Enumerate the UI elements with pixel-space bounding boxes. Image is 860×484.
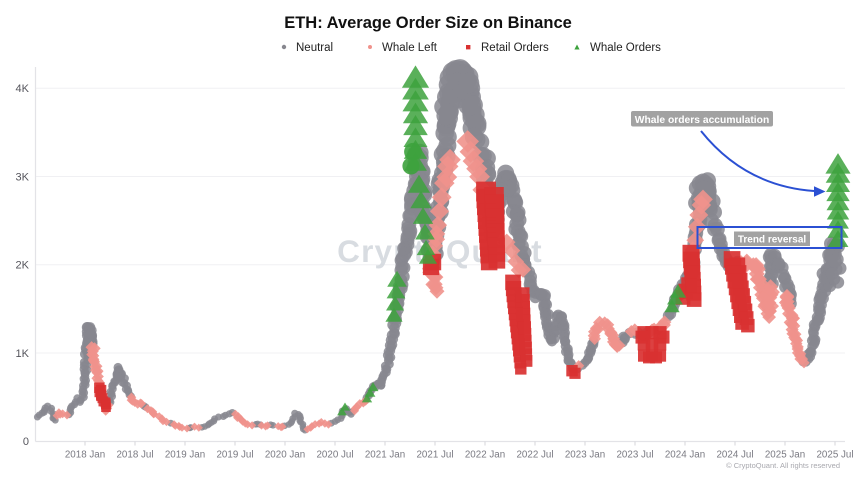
svg-text:Trend reversal: Trend reversal [738, 234, 807, 245]
svg-text:2020 Jul: 2020 Jul [316, 450, 353, 461]
svg-text:2025 Jan: 2025 Jan [765, 450, 805, 461]
svg-text:2K: 2K [16, 260, 30, 272]
svg-text:2018 Jul: 2018 Jul [116, 450, 153, 461]
svg-text:© CryptoQuant. All rights rese: © CryptoQuant. All rights reserved [726, 461, 840, 470]
svg-text:2022 Jan: 2022 Jan [465, 450, 505, 461]
svg-text:2019 Jul: 2019 Jul [216, 450, 253, 461]
svg-text:ETH: Average Order Size on Bin: ETH: Average Order Size on Binance [284, 14, 572, 32]
svg-text:2019 Jan: 2019 Jan [165, 450, 205, 461]
svg-text:2018 Jan: 2018 Jan [65, 450, 105, 461]
svg-text:1K: 1K [16, 348, 30, 360]
svg-text:Retail Orders: Retail Orders [481, 42, 549, 54]
svg-text:2022 Jul: 2022 Jul [516, 450, 553, 461]
svg-text:3K: 3K [16, 171, 30, 183]
svg-text:2025 Jul: 2025 Jul [816, 450, 853, 461]
svg-text:2024 Jan: 2024 Jan [665, 450, 705, 461]
svg-text:Neutral: Neutral [296, 42, 333, 54]
svg-text:2023 Jan: 2023 Jan [565, 450, 605, 461]
svg-text:2021 Jul: 2021 Jul [416, 450, 453, 461]
svg-text:Whale orders accumulation: Whale orders accumulation [635, 115, 769, 126]
svg-text:Whale Left: Whale Left [382, 42, 438, 54]
svg-text:2023 Jul: 2023 Jul [616, 450, 653, 461]
svg-text:Whale Orders: Whale Orders [590, 42, 661, 54]
svg-text:2021 Jan: 2021 Jan [365, 450, 405, 461]
svg-text:2020 Jan: 2020 Jan [265, 450, 305, 461]
svg-text:4K: 4K [16, 83, 30, 95]
svg-text:2024 Jul: 2024 Jul [716, 450, 753, 461]
svg-text:0: 0 [23, 436, 29, 448]
